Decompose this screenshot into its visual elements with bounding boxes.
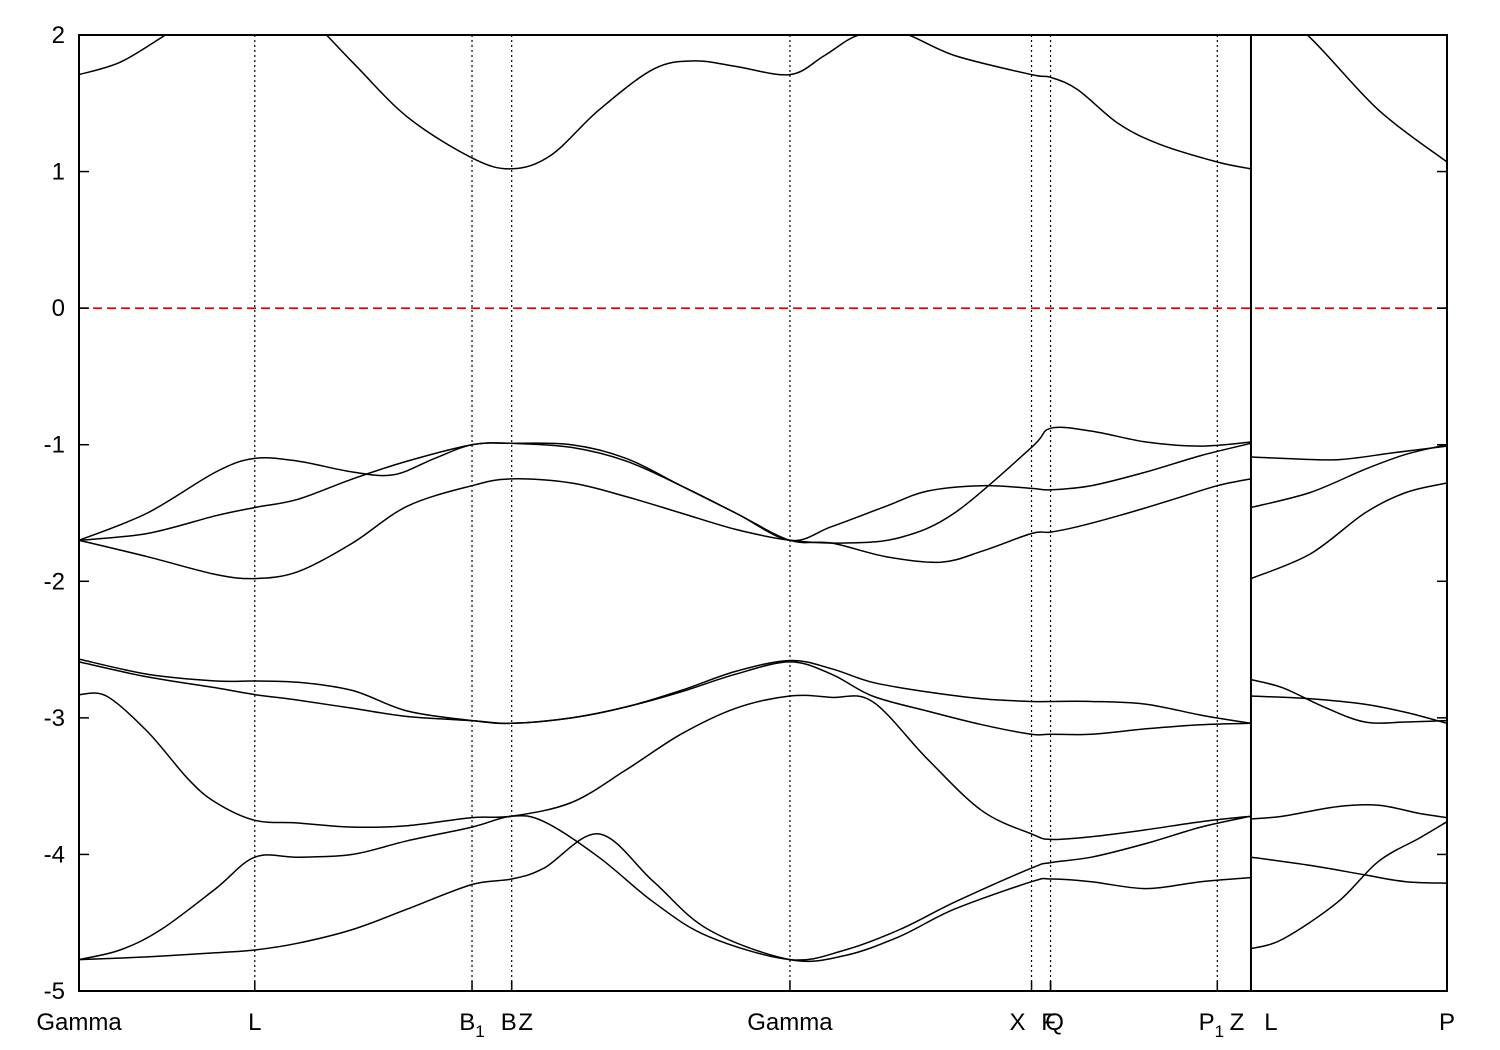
- band-series-layer: [79, 35, 1447, 963]
- y-tick-label: -3: [44, 705, 65, 732]
- band-line: [1250, 695, 1447, 725]
- band-line: [1306, 35, 1447, 163]
- plot-frame: [78, 34, 1448, 992]
- kpoint-label: Q: [1045, 1009, 1064, 1036]
- band-line: [1250, 856, 1447, 884]
- band-line: [1250, 821, 1447, 950]
- band-line: [79, 442, 1252, 564]
- y-tick-label: -4: [44, 841, 65, 868]
- kpoint-label: L: [248, 1009, 261, 1036]
- band-line: [79, 658, 1252, 725]
- band-line: [79, 814, 1252, 961]
- band-line: [79, 426, 1252, 580]
- kpoint-label: B1: [459, 1009, 484, 1041]
- band-line: [1250, 443, 1447, 509]
- band-line: [1250, 482, 1447, 580]
- y-tick-label: 2: [52, 22, 65, 49]
- band-line: [79, 833, 1252, 963]
- kpoint-label: P1: [1199, 1009, 1224, 1041]
- y-tick-label: -1: [44, 432, 65, 459]
- kpoint-label: F: [1041, 1009, 1056, 1036]
- band-line: [1250, 803, 1447, 820]
- y-tick-label: -5: [44, 978, 65, 1005]
- kpoint-label: P: [1439, 1009, 1455, 1036]
- kpoint-label: Z: [1230, 1009, 1245, 1036]
- band-line: [1250, 445, 1447, 461]
- band-line: [1250, 678, 1447, 724]
- band-line: [79, 692, 1252, 841]
- kpoint-label: B: [501, 1009, 517, 1036]
- kpoint-label: Z: [518, 1009, 533, 1036]
- kpoint-label: X: [1010, 1009, 1026, 1036]
- kpoint-label-layer: Gamma L B1 B Z Gamma X QF P1 Z L P: [36, 981, 1455, 1041]
- y-tick-label: 1: [52, 159, 65, 186]
- y-tick-label: -2: [44, 568, 65, 595]
- kpoint-label: Gamma: [36, 1009, 122, 1036]
- kpoint-label: L: [1264, 1009, 1277, 1036]
- band-line: [79, 35, 1252, 170]
- band-line: [79, 661, 1252, 736]
- y-tick-label: 0: [52, 295, 65, 322]
- kpoint-label: Gamma: [747, 1009, 833, 1036]
- y-tick-layer: 2 1 0 -1 -2 -3 -4 -5: [44, 22, 1447, 1005]
- kpoint-divider-layer: [254, 35, 1252, 991]
